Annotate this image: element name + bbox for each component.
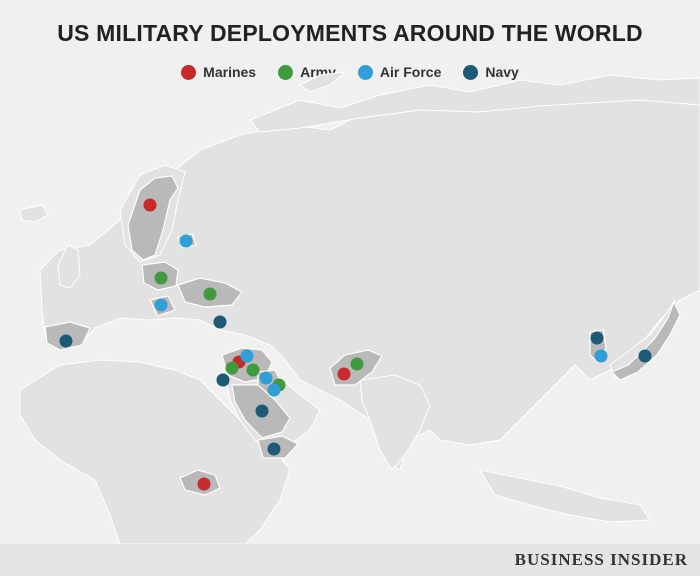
footer-bar (0, 544, 700, 576)
legend-swatch-air-force (357, 64, 373, 80)
marker-navy-japan (638, 349, 652, 363)
legend-label-air-force: Air Force (379, 64, 442, 80)
legend-label-navy: Navy (485, 64, 519, 80)
marker-army-ukraine (203, 287, 217, 301)
marker-marines-norway (143, 198, 157, 212)
land-iceland (19, 204, 49, 223)
marker-marines-afghanistan (337, 367, 351, 381)
marker-airforce-kuwait (267, 383, 281, 397)
country-norway-sweden (127, 175, 179, 261)
legend-item-navy: Navy (463, 64, 519, 80)
land-indonesia (478, 469, 651, 523)
marker-navy-yemen (267, 442, 281, 456)
marker-navy-saudi-arabia (255, 404, 269, 418)
land-africa (19, 359, 291, 545)
marker-army-poland (154, 271, 168, 285)
legend-swatch-army (278, 64, 294, 80)
marker-airforce-romania (154, 298, 168, 312)
marker-army-iraq-1 (225, 361, 239, 375)
marker-army-afghanistan (350, 357, 364, 371)
land-novaya-zemlya (299, 71, 347, 93)
legend-swatch-navy (463, 64, 479, 80)
marker-navy-mediterranean (216, 373, 230, 387)
legend-item-marines: Marines (181, 64, 256, 80)
marker-airforce-korea (594, 349, 608, 363)
legend: Marines Army Air Force Navy (0, 64, 700, 80)
marker-army-iraq-2 (246, 363, 260, 377)
legend-swatch-marines (181, 64, 197, 80)
land-siberia-north (249, 74, 700, 133)
marker-navy-korea (590, 331, 604, 345)
brand-logo: BUSINESS INSIDER (514, 550, 688, 569)
deployment-markers (59, 198, 652, 491)
marker-airforce-estonia (179, 234, 193, 248)
marker-navy-black-sea (213, 315, 227, 329)
land-britain (57, 244, 81, 289)
map-title: US MILITARY DEPLOYMENTS AROUND THE WORLD (57, 20, 643, 46)
legend-label-marines: Marines (203, 64, 257, 80)
marker-airforce-iraq (259, 371, 273, 385)
marker-navy-spain (59, 334, 73, 348)
marker-marines-south-sudan (197, 477, 211, 491)
land-background (19, 71, 700, 545)
land-india (359, 374, 431, 471)
legend-item-air-force: Air Force (357, 64, 442, 80)
marker-airforce-turkey (240, 349, 254, 363)
